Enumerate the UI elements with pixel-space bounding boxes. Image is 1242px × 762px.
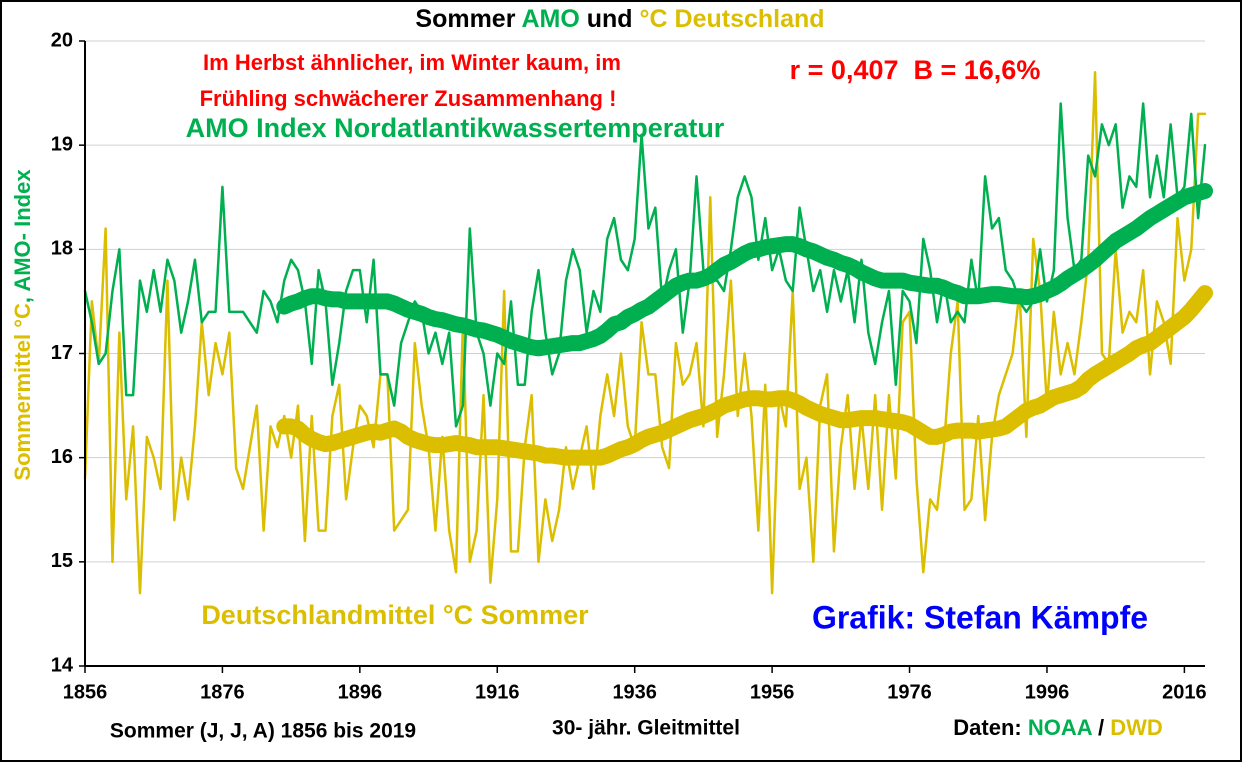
series-line [276, 285, 1213, 466]
chart-title: Sommer AMO und °C Deutschland [415, 5, 824, 33]
y-tick-label: 14 [51, 654, 74, 676]
x-tick-label: 1956 [750, 681, 795, 703]
annotation: Im Herbst ähnlicher, im Winter kaum, im [203, 50, 621, 75]
x-tick-label: 1996 [1025, 681, 1070, 703]
y-label-part: , AMO- Index [10, 169, 35, 303]
source-part: Daten: [953, 715, 1021, 740]
y-axis-label: Sommermittel °C, AMO- Index [10, 169, 35, 481]
x-tick-label: 2016 [1162, 681, 1207, 703]
y-tick-label: 16 [51, 446, 73, 468]
x-tick-label: 1876 [200, 681, 245, 703]
y-tick-label: 18 [51, 238, 73, 260]
footer-note: Sommer (J, J, A) 1856 bis 2019 [110, 720, 416, 743]
x-tick-label: 1976 [887, 681, 932, 703]
y-tick-label: 15 [51, 550, 73, 572]
axes: 14 15 16 17 18 19 20 1856 1876 1896 1916 1936 1956 19… [51, 29, 1207, 703]
title-part: Sommer [415, 5, 515, 33]
series-label: AMO Index Nordatlantikwassertemperatur [186, 113, 725, 143]
x-tick-label: 1936 [612, 681, 657, 703]
credit: Grafik: Stefan Kämpfe [812, 599, 1148, 635]
stats-annotation: r = 0,407 B = 16,6% [790, 55, 1041, 85]
source: Daten: NOAA / DWD [953, 715, 1162, 740]
source-part: DWD [1110, 715, 1163, 740]
y-label-part: Sommermittel °C [10, 303, 35, 481]
source-part: NOAA [1028, 715, 1093, 740]
source-part: / [1098, 715, 1104, 740]
y-tick-label: 19 [51, 133, 73, 155]
title-part: °C Deutschland [640, 5, 825, 33]
x-tick-label: 1896 [338, 681, 383, 703]
footer-note: 30- jähr. Gleitmittel [552, 717, 740, 740]
title-part: und [587, 5, 633, 33]
plot-lines [83, 71, 1213, 595]
x-tick-label: 1856 [63, 681, 108, 703]
series-line [276, 183, 1213, 357]
y-tick-label: 17 [51, 342, 73, 364]
annotation: Frühling schwächerer Zusammenhang ! [200, 86, 617, 111]
title-part: AMO [521, 5, 579, 33]
y-tick-label: 20 [51, 29, 73, 51]
x-tick-label: 1916 [475, 681, 520, 703]
series-label: Deutschlandmittel °C Sommer [201, 600, 589, 630]
